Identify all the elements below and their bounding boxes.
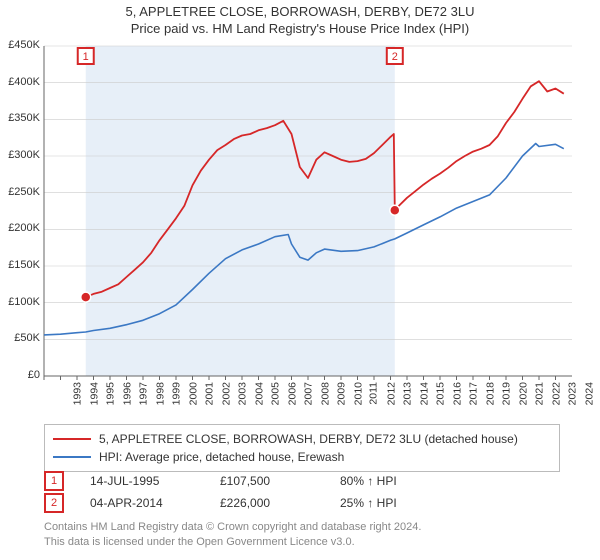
y-tick-label: £300K [0, 149, 40, 161]
y-tick-label: £450K [0, 39, 40, 51]
svg-text:1: 1 [83, 51, 89, 63]
footnote: Contains HM Land Registry data © Crown c… [44, 520, 572, 550]
legend-swatch-hpi [53, 456, 91, 458]
svg-text:2: 2 [392, 51, 398, 63]
transaction-diff-2: 25% ↑ HPI [340, 496, 460, 510]
transactions-table: 1 14-JUL-1995 £107,500 80% ↑ HPI 2 04-AP… [44, 470, 564, 514]
chart-title-2: Price paid vs. HM Land Registry's House … [0, 21, 600, 36]
legend-label-hpi: HPI: Average price, detached house, Erew… [99, 450, 344, 464]
y-tick-label: £50K [0, 332, 40, 344]
y-tick-label: £150K [0, 259, 40, 271]
transaction-row-2: 2 04-APR-2014 £226,000 25% ↑ HPI [44, 492, 564, 514]
y-tick-label: £250K [0, 186, 40, 198]
plot-area: 12 [44, 46, 572, 376]
x-tick-label: 2024 [583, 382, 600, 405]
footnote-line-1: Contains HM Land Registry data © Crown c… [44, 520, 572, 535]
y-tick-label: £100K [0, 296, 40, 308]
transaction-badge-1: 1 [44, 471, 64, 491]
chart-titles: 5, APPLETREE CLOSE, BORROWASH, DERBY, DE… [0, 0, 600, 36]
transaction-price-2: £226,000 [220, 496, 340, 510]
transaction-price-1: £107,500 [220, 474, 340, 488]
y-tick-label: £350K [0, 112, 40, 124]
y-tick-label: £400K [0, 76, 40, 88]
legend-item-price-paid: 5, APPLETREE CLOSE, BORROWASH, DERBY, DE… [53, 430, 551, 448]
x-axis-labels: 1993199419951996199719981999200020012002… [44, 378, 572, 418]
y-tick-label: £0 [0, 369, 40, 381]
transaction-date-1: 14-JUL-1995 [90, 474, 220, 488]
legend-item-hpi: HPI: Average price, detached house, Erew… [53, 448, 551, 466]
legend: 5, APPLETREE CLOSE, BORROWASH, DERBY, DE… [44, 424, 560, 472]
plot-svg: 12 [44, 46, 572, 376]
transaction-badge-2: 2 [44, 493, 64, 513]
footnote-line-2: This data is licensed under the Open Gov… [44, 535, 572, 550]
y-tick-label: £200K [0, 222, 40, 234]
chart-title-1: 5, APPLETREE CLOSE, BORROWASH, DERBY, DE… [0, 4, 600, 19]
transaction-date-2: 04-APR-2014 [90, 496, 220, 510]
y-axis-labels: £0£50K£100K£150K£200K£250K£300K£350K£400… [0, 46, 44, 376]
transaction-diff-1: 80% ↑ HPI [340, 474, 460, 488]
legend-label-price-paid: 5, APPLETREE CLOSE, BORROWASH, DERBY, DE… [99, 432, 518, 446]
transaction-row-1: 1 14-JUL-1995 £107,500 80% ↑ HPI [44, 470, 564, 492]
legend-swatch-price-paid [53, 438, 91, 440]
chart-container: 5, APPLETREE CLOSE, BORROWASH, DERBY, DE… [0, 0, 600, 560]
